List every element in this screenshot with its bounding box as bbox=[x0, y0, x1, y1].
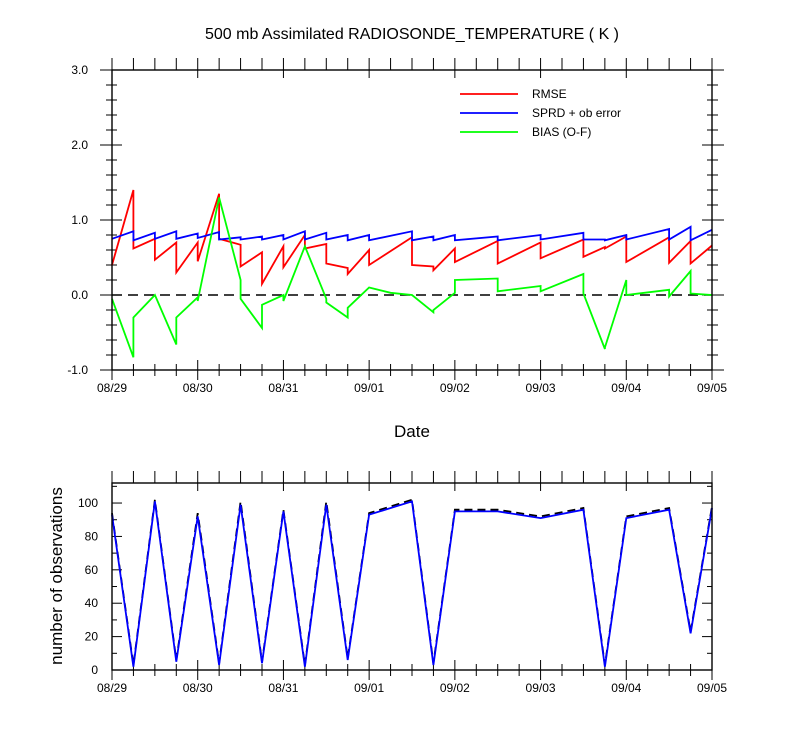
y-tick-label: -1.0 bbox=[67, 363, 88, 377]
x-tick-label: 08/30 bbox=[183, 681, 213, 695]
y-tick-label: 100 bbox=[78, 496, 98, 510]
series-line-sprd-ob-error bbox=[111, 225, 713, 242]
legend-label: SPRD + ob error bbox=[532, 106, 621, 120]
y-tick-label: 60 bbox=[85, 563, 99, 577]
y-tick-label: 2.0 bbox=[71, 138, 88, 152]
series-line-assimilated-obs bbox=[111, 500, 713, 667]
y-tick-label: 20 bbox=[85, 630, 99, 644]
y-tick-label: 0 bbox=[91, 663, 98, 677]
x-axis-title: Date bbox=[394, 422, 430, 441]
y-tick-label: 40 bbox=[85, 596, 99, 610]
bottom-series bbox=[111, 498, 713, 667]
y-tick-label: 3.0 bbox=[71, 63, 88, 77]
series-line-possible-obs bbox=[111, 498, 713, 666]
x-tick-label: 09/02 bbox=[440, 381, 470, 395]
x-tick-label: 09/05 bbox=[697, 681, 727, 695]
x-tick-label: 08/30 bbox=[183, 381, 213, 395]
x-tick-label: 09/04 bbox=[611, 381, 641, 395]
x-tick-label: 08/29 bbox=[97, 681, 127, 695]
series-line-bias-o-f bbox=[111, 197, 713, 358]
x-tick-label: 09/03 bbox=[526, 681, 556, 695]
top-chart: 500 mb Assimilated RADIOSONDE_TEMPERATUR… bbox=[67, 26, 727, 441]
y-tick-label: 80 bbox=[85, 529, 99, 543]
x-tick-label: 08/29 bbox=[97, 381, 127, 395]
y-axis-title: number of observations bbox=[47, 487, 66, 665]
x-tick-label: 09/05 bbox=[697, 381, 727, 395]
y-tick-label: 0.0 bbox=[71, 288, 88, 302]
x-tick-label: 09/01 bbox=[354, 381, 384, 395]
top-axes: 08/29 08/30 08/31 09/01 09/02 09/03 09/04 09/05… bbox=[67, 58, 727, 395]
bottom-axes: 08/29 08/30 08/31 09/01 09/02 09/03 09/04 09/05… bbox=[78, 471, 727, 695]
bottom-plot-frame bbox=[111, 482, 713, 671]
chart-title: 500 mb Assimilated RADIOSONDE_TEMPERATUR… bbox=[205, 26, 619, 43]
x-tick-label: 09/04 bbox=[611, 681, 641, 695]
series-line-rmse bbox=[111, 189, 713, 288]
x-tick-label: 09/02 bbox=[440, 681, 470, 695]
top-plot-frame bbox=[111, 69, 713, 371]
legend: RMSE SPRD + ob error BIAS (O-F) bbox=[460, 87, 621, 139]
x-tick-label: 08/31 bbox=[268, 381, 298, 395]
x-tick-label: 09/03 bbox=[526, 381, 556, 395]
bottom-chart: 08/29 08/30 08/31 09/01 09/02 09/03 09/04 09/05… bbox=[47, 471, 727, 695]
legend-label: RMSE bbox=[532, 87, 567, 101]
x-tick-label: 09/01 bbox=[354, 681, 384, 695]
y-tick-label: 1.0 bbox=[71, 213, 88, 227]
x-tick-label: 08/31 bbox=[268, 681, 298, 695]
top-series bbox=[111, 189, 713, 358]
legend-label: BIAS (O-F) bbox=[532, 125, 591, 139]
